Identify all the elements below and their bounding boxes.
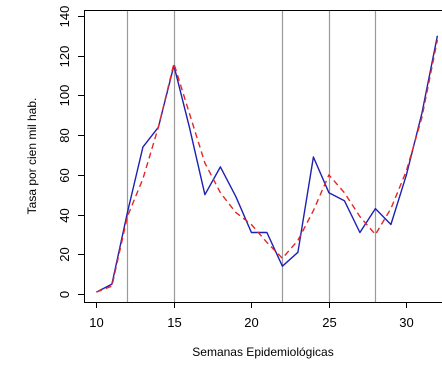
y-tick-label: 100 (57, 85, 72, 107)
x-tick-label: 30 (399, 315, 413, 330)
x-tick-label: 25 (322, 315, 336, 330)
series-line-dashed (96, 39, 439, 293)
x-tick-label: 15 (167, 315, 181, 330)
y-tick-label: 0 (57, 291, 72, 298)
x-tick-label: 10 (89, 315, 103, 330)
y-tick-label: 60 (57, 168, 72, 182)
vertical-reference-lines (126, 10, 377, 302)
x-axis-title: Semanas Epidemiológicas (192, 345, 333, 359)
y-tick-label: 20 (57, 247, 72, 261)
series-line-solid (96, 35, 439, 293)
y-axis: 0 20 40 60 80 100 120 140 (57, 6, 84, 298)
y-tick-label: 120 (57, 46, 72, 68)
y-tick-label: 40 (57, 208, 72, 222)
x-tick-label: 20 (244, 315, 258, 330)
y-tick-label: 80 (57, 128, 72, 142)
y-tick-label: 140 (57, 6, 72, 28)
plot-frame (84, 10, 442, 303)
series-layer (96, 35, 439, 293)
y-axis-title: Tasa por cien mil hab. (25, 98, 39, 215)
x-axis: 10 15 20 25 30 (89, 302, 414, 330)
